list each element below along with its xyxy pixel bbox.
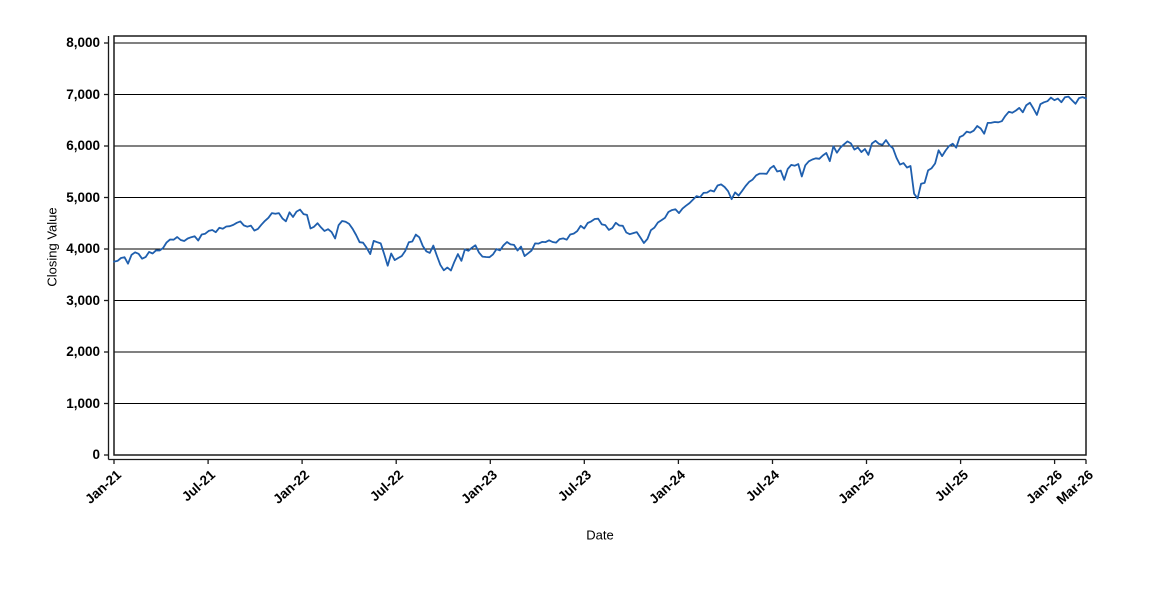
y-axis-title: Closing Value (44, 207, 60, 287)
y-tick-label: 1,000 (66, 395, 100, 411)
price-line-series (113, 95, 1087, 272)
x-axis-title: Date (586, 527, 614, 543)
y-tick-label: 3,000 (66, 292, 100, 308)
y-tick-label: 6,000 (66, 138, 100, 153)
y-tick-label: 0 (92, 447, 100, 462)
y-tick-label: 8,000 (66, 35, 100, 50)
y-tick-label: 4,000 (66, 241, 100, 256)
y-tick-label: 5,000 (66, 189, 100, 205)
y-tick-label: 7,000 (66, 86, 100, 102)
y-tick-label: 2,000 (66, 344, 100, 359)
plot-frame (113, 35, 1087, 456)
